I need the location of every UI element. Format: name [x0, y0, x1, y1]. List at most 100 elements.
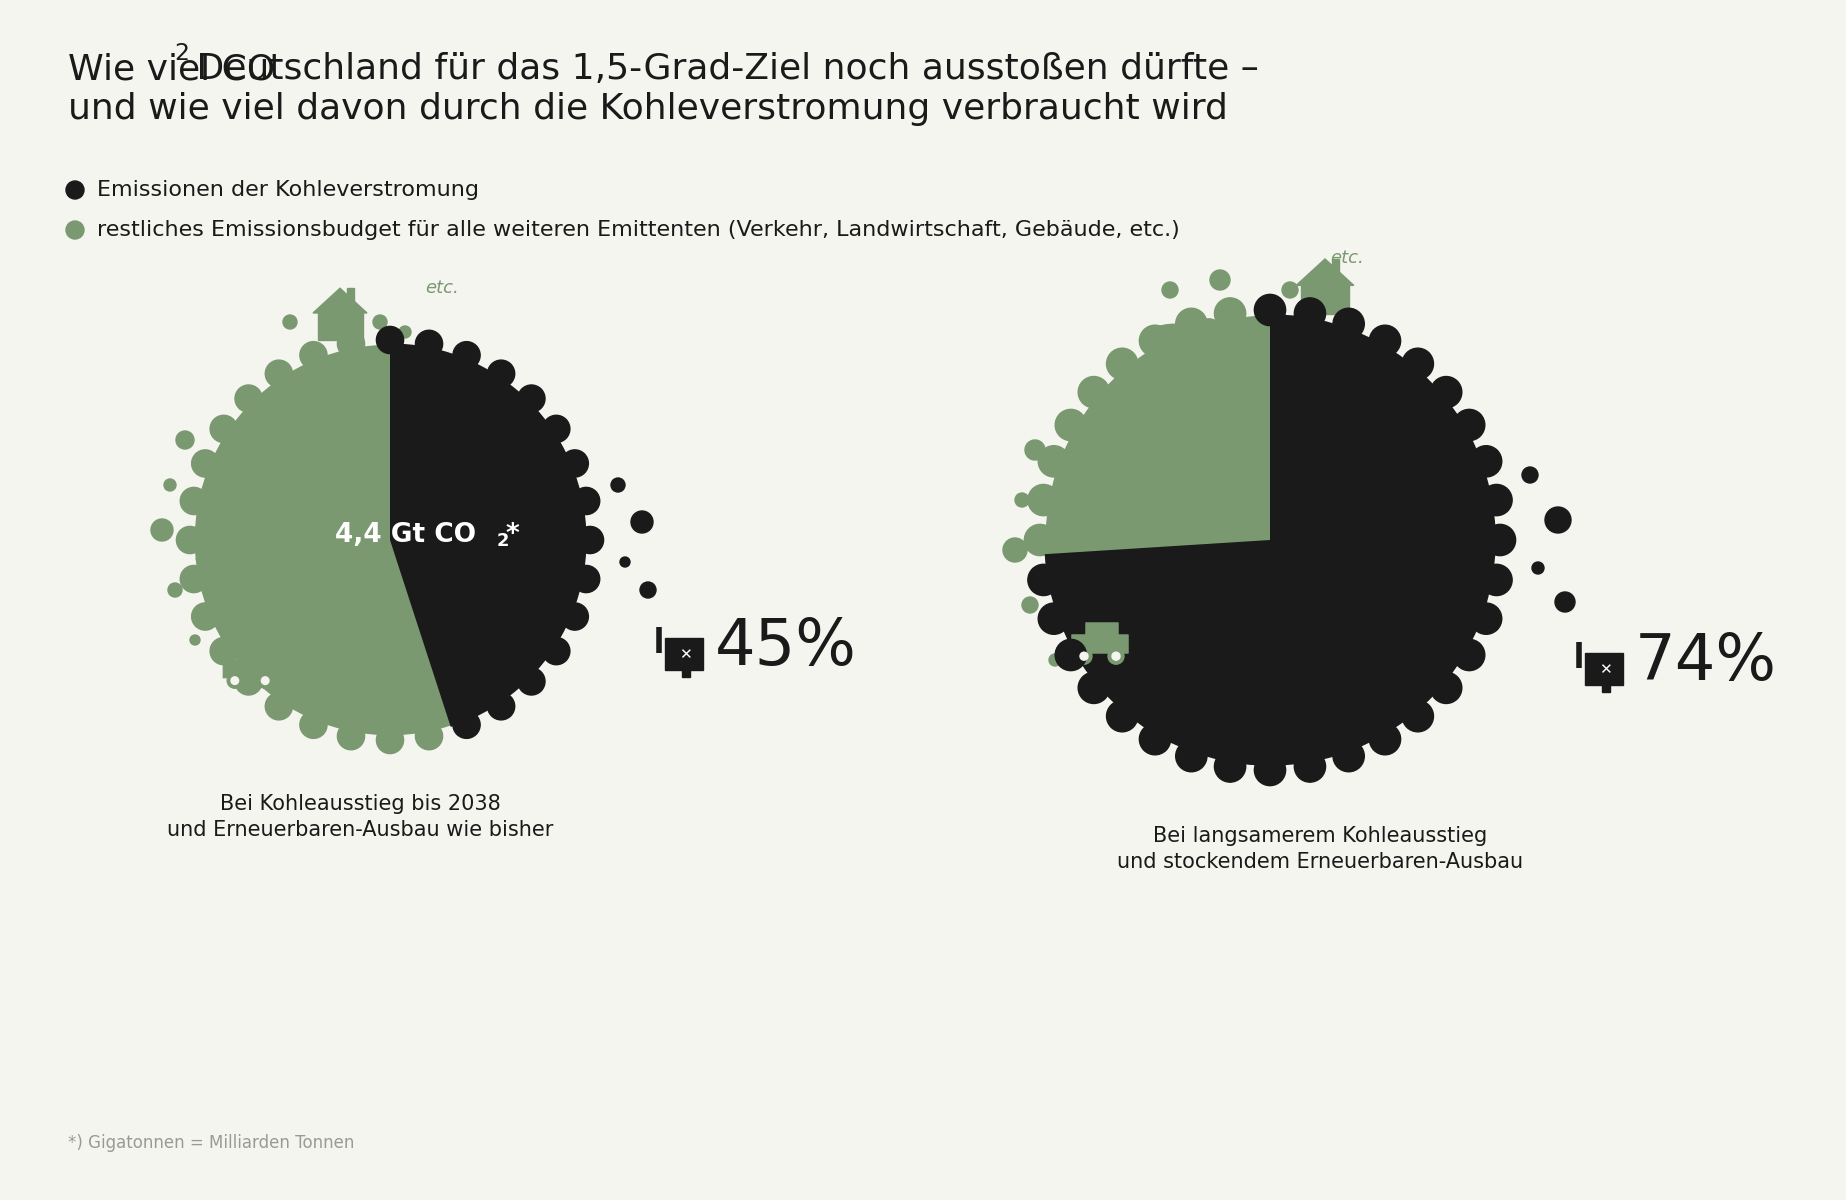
Circle shape [572, 487, 600, 515]
FancyBboxPatch shape [223, 660, 277, 678]
Circle shape [1480, 564, 1512, 595]
Text: *) Gigatonnen = Milliarden Tonnen: *) Gigatonnen = Milliarden Tonnen [68, 1134, 354, 1152]
Circle shape [227, 673, 242, 689]
Bar [251, 505, 255, 518]
Circle shape [210, 415, 238, 443]
Circle shape [234, 385, 262, 412]
Polygon shape [1296, 259, 1353, 286]
Text: 45%: 45% [714, 616, 857, 678]
FancyBboxPatch shape [1085, 623, 1119, 637]
Circle shape [1078, 377, 1109, 408]
Circle shape [1480, 485, 1512, 516]
Bar [1602, 662, 1610, 692]
Circle shape [1370, 325, 1401, 356]
Circle shape [299, 712, 327, 738]
Circle shape [1215, 298, 1246, 329]
Circle shape [1431, 377, 1462, 408]
Circle shape [1161, 282, 1178, 298]
Bar [1181, 352, 1187, 367]
Circle shape [1028, 564, 1060, 595]
Circle shape [299, 342, 327, 368]
Bar [238, 505, 244, 518]
Circle shape [1453, 409, 1484, 440]
Circle shape [1056, 409, 1087, 440]
Circle shape [258, 673, 273, 689]
Circle shape [192, 602, 220, 630]
Circle shape [1194, 319, 1224, 348]
Circle shape [1545, 506, 1571, 533]
Circle shape [181, 487, 207, 515]
Bar [1154, 352, 1159, 367]
Circle shape [1176, 308, 1207, 340]
Circle shape [1209, 270, 1229, 290]
Text: und Erneuerbaren-Ausbau wie bisher: und Erneuerbaren-Ausbau wie bisher [166, 820, 554, 840]
FancyBboxPatch shape [1073, 635, 1128, 653]
Text: und stockendem Erneuerbaren-Ausbau: und stockendem Erneuerbaren-Ausbau [1117, 852, 1523, 871]
Circle shape [543, 415, 570, 443]
Text: 4,4 Gt CO: 4,4 Gt CO [334, 522, 476, 548]
Circle shape [561, 450, 589, 478]
Circle shape [1294, 751, 1325, 782]
Bar [1301, 286, 1349, 314]
Circle shape [1471, 604, 1503, 635]
Circle shape [1106, 701, 1137, 732]
Text: Emissionen der Kohleverstromung: Emissionen der Kohleverstromung [98, 180, 478, 200]
Circle shape [175, 431, 194, 449]
Circle shape [164, 479, 175, 491]
Circle shape [262, 476, 288, 502]
Circle shape [1111, 653, 1121, 660]
Ellipse shape [218, 481, 273, 509]
Bar [227, 505, 231, 518]
Circle shape [1025, 440, 1045, 460]
Circle shape [1309, 295, 1322, 308]
Circle shape [338, 330, 364, 358]
Circle shape [266, 360, 292, 388]
Wedge shape [1045, 314, 1495, 766]
Circle shape [190, 635, 199, 646]
Circle shape [572, 565, 600, 593]
Circle shape [210, 637, 238, 665]
Text: etc.: etc. [425, 278, 460, 296]
Bar [681, 647, 690, 677]
Bar [1333, 259, 1340, 276]
Circle shape [177, 527, 203, 553]
Bar [1586, 653, 1623, 685]
Circle shape [1484, 524, 1516, 556]
Circle shape [1078, 672, 1109, 703]
FancyBboxPatch shape [236, 649, 268, 662]
Circle shape [1403, 348, 1434, 379]
Circle shape [266, 692, 292, 720]
Text: 2: 2 [174, 42, 190, 65]
Bar [1169, 352, 1174, 367]
Circle shape [1037, 445, 1069, 476]
Bar [347, 288, 353, 304]
Circle shape [196, 346, 585, 734]
Circle shape [373, 314, 388, 329]
Bar [262, 505, 268, 518]
Circle shape [377, 326, 404, 354]
Circle shape [519, 385, 545, 412]
Circle shape [1281, 282, 1298, 298]
Text: ✕: ✕ [679, 648, 692, 662]
Circle shape [1532, 562, 1543, 574]
Text: restliches Emissionsbudget für alle weiteren Emittenten (Verkehr, Landwirtschaft: restliches Emissionsbudget für alle weit… [98, 220, 1180, 240]
Circle shape [192, 450, 220, 478]
Circle shape [338, 722, 364, 750]
Circle shape [1028, 485, 1060, 516]
Wedge shape [390, 343, 587, 727]
Ellipse shape [196, 557, 264, 572]
Circle shape [1047, 317, 1493, 763]
Circle shape [1554, 592, 1575, 612]
Circle shape [1076, 648, 1093, 665]
Circle shape [1015, 493, 1028, 506]
Circle shape [1139, 724, 1170, 755]
Circle shape [1521, 467, 1538, 482]
Circle shape [151, 518, 174, 541]
Circle shape [1333, 308, 1364, 340]
Circle shape [487, 692, 515, 720]
Text: ✕: ✕ [1599, 662, 1612, 678]
Text: 74%: 74% [1636, 631, 1778, 692]
Circle shape [1471, 445, 1503, 476]
Circle shape [1176, 740, 1207, 772]
Circle shape [1453, 640, 1484, 671]
